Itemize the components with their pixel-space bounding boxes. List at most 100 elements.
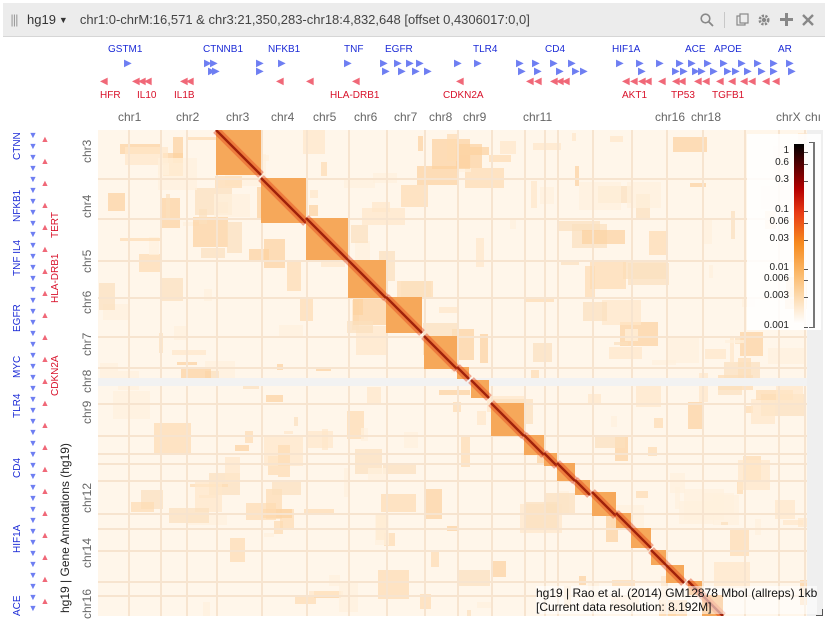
heatmap-background-patch: [493, 561, 506, 577]
heatmap-diagonal-halo: [572, 477, 593, 498]
gene-label-top[interactable]: CDKN2A: [443, 90, 484, 101]
gene-label-top[interactable]: IL1B: [174, 90, 195, 101]
heatmap-diagonal-halo: [213, 130, 264, 178]
gene-label-top[interactable]: APOE: [714, 44, 742, 55]
colorbar-legend[interactable]: 1 0.6 0.3 0.1 0.06 0.03 0.01 0.006 0.003 0.001: [747, 134, 821, 331]
gene-strand-arrow-icon: ◀: [702, 76, 710, 87]
resize-handle-icon[interactable]: [816, 609, 823, 616]
gene-strand-arrow-icon: ▼: [28, 361, 38, 371]
heatmap-diagonal-halo: [454, 364, 472, 382]
search-icon[interactable]: [696, 9, 718, 31]
heatmap-background-patch: [347, 411, 364, 439]
gene-label-top[interactable]: HFR: [100, 90, 121, 101]
gene-label-top[interactable]: AR: [778, 44, 792, 55]
gene-label-top[interactable]: TGFB1: [712, 90, 745, 101]
chromosome-gap-line: [544, 130, 546, 616]
heatmap-diagonal: [650, 549, 667, 566]
gene-label-top[interactable]: ACE: [685, 44, 706, 55]
chromosome-label-top: chr2: [176, 110, 200, 124]
hic-heatmap[interactable]: [98, 130, 823, 616]
gene-label-top[interactable]: HIF1A: [612, 44, 641, 55]
gene-strand-arrow-icon: ▶: [534, 66, 542, 77]
heatmap-background-patch: [310, 190, 318, 198]
gene-label-top[interactable]: AKT1: [622, 90, 648, 101]
chromosome-gap-line: [98, 218, 823, 220]
heatmap-background-patch: [702, 218, 712, 244]
gene-strand-arrow-icon: ▼: [28, 482, 38, 492]
chromosome-label-left: chr8: [80, 369, 94, 393]
assembly-selector[interactable]: hg19 ▼: [27, 12, 68, 27]
add-track-icon[interactable]: [775, 9, 797, 31]
heatmap-background-patch: [510, 220, 516, 229]
gene-label-left[interactable]: HLA-DRB1: [50, 253, 61, 303]
gene-label-top[interactable]: TP53: [671, 90, 695, 101]
heatmap-background-patch: [214, 194, 250, 217]
heatmap-background-patch: [439, 307, 459, 313]
gene-strand-arrow-icon: ▶: [516, 58, 524, 69]
chromosome-gap-line: [98, 453, 823, 455]
gene-strand-arrow-icon: ▼: [28, 350, 38, 360]
gene-label-left[interactable]: TLR4: [12, 393, 23, 418]
gene-strand-arrow-icon: ◀: [138, 76, 146, 87]
gene-label-top[interactable]: IL10: [137, 90, 157, 101]
chromosome-gap-line: [491, 130, 493, 616]
gene-label-left[interactable]: CTNN: [12, 132, 23, 160]
gene-label-top[interactable]: TLR4: [473, 44, 498, 55]
gene-label-left[interactable]: CD4: [12, 457, 23, 478]
gene-strand-arrow-icon: ◀: [740, 76, 748, 87]
gene-label-left[interactable]: HIF1A: [12, 524, 23, 553]
heatmap-background-patch: [204, 289, 212, 301]
heatmap-background-patch: [162, 278, 183, 301]
close-icon[interactable]: [797, 9, 819, 31]
gene-strand-arrow-icon: ▶: [770, 58, 778, 69]
drag-handle-icon[interactable]: |||: [10, 12, 18, 27]
heatmap-background-patch: [383, 463, 416, 474]
gene-strand-arrow-icon: ▼: [28, 229, 38, 239]
gene-label-left[interactable]: TERT: [50, 212, 61, 238]
heatmap-diagonal-halo: [589, 489, 619, 519]
colorbar-range-handle[interactable]: [809, 142, 815, 328]
top-gene-annotations-track[interactable]: GSTM1 CTNNB1 NFKB1 TNF EGFR TLR4 CD4 HIF1A ACE AP…: [98, 40, 828, 112]
gene-label-left[interactable]: ACE: [12, 595, 23, 616]
gene-label-top[interactable]: HLA-DRB1: [330, 90, 380, 101]
colorbar-tick-mark: [804, 327, 808, 328]
gene-label-top[interactable]: TNF: [344, 44, 364, 55]
gene-label-left[interactable]: EGFR: [12, 304, 23, 332]
heatmap-diagonal-halo: [663, 562, 687, 586]
gene-strand-arrow-icon: ▼: [28, 416, 38, 426]
heatmap-background-patch: [264, 533, 274, 537]
heatmap-background-patch: [404, 432, 418, 448]
chromosome-label-top: chr6: [354, 110, 378, 124]
gene-label-left[interactable]: MYC: [12, 355, 23, 378]
heatmap-background-patch: [378, 570, 409, 599]
heatmap-background-patch: [623, 262, 666, 279]
location-search-input[interactable]: [79, 12, 640, 27]
gene-label-top[interactable]: NFKB1: [268, 44, 301, 55]
gene-label-left[interactable]: CDKN2A: [50, 355, 61, 396]
heatmap-background-patch: [572, 133, 576, 141]
left-gene-annotations-track[interactable]: CTNN NFKB1 TERT TNF IL4 HLA-DRB1 EGFR MYC CDKN2…: [10, 128, 61, 618]
gene-label-top[interactable]: CTNNB1: [203, 44, 244, 55]
heatmap-diagonal-halo: [258, 175, 309, 226]
gene-strand-arrow-icon: ▼: [28, 570, 38, 580]
gene-label-top[interactable]: GSTM1: [108, 44, 143, 55]
gene-strand-arrow-icon: ▼: [28, 449, 38, 459]
heatmap-diagonal: [456, 366, 470, 380]
gene-strand-arrow-icon: ▶: [758, 66, 766, 77]
gene-strand-arrow-icon: ▲: [40, 486, 50, 496]
chromosome-gap-line: [186, 130, 188, 616]
chromosome-gap-line: [702, 130, 704, 616]
hic-heatmap-canvas[interactable]: [98, 130, 823, 616]
gear-icon[interactable]: [753, 9, 775, 31]
heatmap-background-patch: [274, 521, 283, 534]
gene-label-left[interactable]: TNF IL4: [12, 239, 23, 276]
copy-icon[interactable]: [731, 9, 753, 31]
gene-label-top[interactable]: EGFR: [385, 44, 413, 55]
colorbar-tick-label: 0.01: [769, 262, 789, 273]
chromosome-label-top: chr4: [271, 110, 295, 124]
gene-label-top[interactable]: CD4: [545, 44, 566, 55]
gene-label-left[interactable]: NFKB1: [12, 189, 23, 222]
chromosome-label-top: chr5: [313, 110, 337, 124]
heatmap-background-patch: [667, 338, 699, 363]
chromosome-gap-line: [98, 336, 823, 338]
